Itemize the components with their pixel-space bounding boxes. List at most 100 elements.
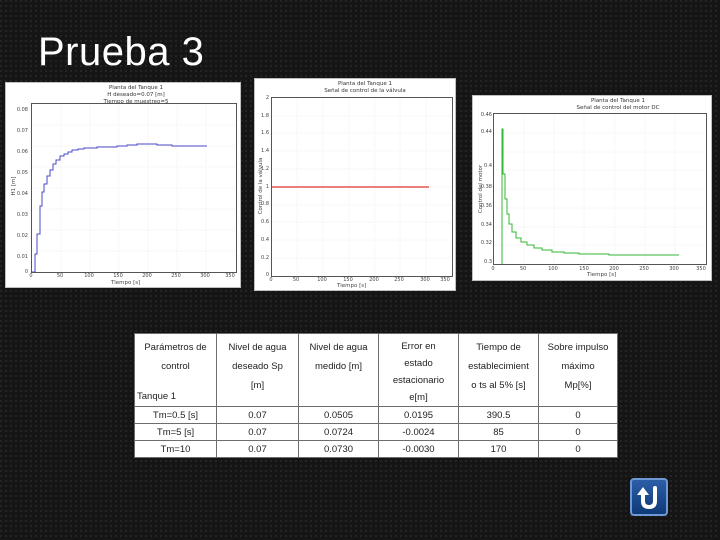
y-tick-label: 2	[265, 95, 269, 101]
y-tick-label: 0.6	[261, 219, 269, 225]
table-cell: Tm=0.5 [s]	[134, 406, 217, 424]
plot-title-line: H deseado=0.07 [m]	[107, 92, 165, 98]
table-cell: 0.0505	[298, 406, 379, 424]
y-tick-label: 0.3	[484, 259, 492, 265]
x-tick-label: 100	[84, 273, 94, 279]
y-axis-label: H1 [m]	[11, 176, 17, 196]
y-tick-label: 1.2	[261, 166, 269, 172]
header-line: Nivel de agua	[309, 342, 368, 353]
plot-valve-control: Planta del Tanque 1 Señal de control de …	[254, 78, 456, 291]
x-tick-label: 350	[696, 266, 706, 272]
table-cell: 0	[538, 406, 618, 424]
header-line: Tiempo de	[476, 342, 521, 353]
table-cell: 0	[538, 423, 618, 441]
header-line: Parámetros de	[144, 342, 207, 353]
table-cell: 0.07	[216, 423, 299, 441]
x-tick-label: 300	[200, 273, 210, 279]
header-line: e[m]	[409, 392, 428, 403]
x-tick-label: 300	[420, 277, 430, 283]
y-tick-label: 0.08	[16, 107, 28, 113]
table-row: Tm=10 0.07 0.0730 -0.0030 170 0	[134, 440, 618, 458]
y-tick-label: 0.4	[484, 163, 492, 169]
x-tick-label: 0	[29, 273, 33, 279]
y-tick-label: 1.6	[261, 130, 269, 136]
header-line: estacionario	[392, 375, 445, 386]
table-cell: 170	[458, 440, 539, 458]
x-axis-label: Tiempo [s]	[337, 283, 367, 289]
table-cell: 0.0724	[298, 423, 379, 441]
header-line: [m]	[250, 380, 265, 391]
table-cell: 0.07	[216, 406, 299, 424]
y-tick-label: 0.07	[16, 128, 28, 134]
plot-lines	[32, 104, 236, 272]
y-tick-label: 0	[265, 272, 269, 278]
plot-title-line: Planta del Tanque 1	[108, 85, 164, 91]
y-tick-label: 0.06	[16, 149, 28, 155]
x-tick-label: 0	[269, 277, 273, 283]
plot-axes	[31, 103, 237, 273]
header-line: Tanque 1	[137, 391, 177, 402]
plot-axes	[271, 97, 453, 277]
header-line: Sobre impulso	[547, 342, 609, 353]
table-row: Tm=5 [s] 0.07 0.0724 -0.0024 85 0	[134, 423, 618, 441]
y-tick-label: 0.36	[480, 203, 492, 209]
table-cell: Tm=10	[134, 440, 217, 458]
x-tick-label: 250	[639, 266, 649, 272]
table-row: Tm=0.5 [s] 0.07 0.0505 0.0195 390.5 0	[134, 406, 618, 424]
header-line: estado	[404, 358, 433, 369]
x-tick-label: 50	[519, 266, 527, 272]
header-parametros: Parámetros de control Tanque 1	[134, 333, 217, 407]
header-nivel-deseado: Nivel de agua deseado Sp [m]	[216, 333, 299, 407]
results-table: Parámetros de control Tanque 1 Nivel de …	[134, 333, 618, 458]
table-cell: 0.0195	[378, 406, 459, 424]
plot-lines	[494, 114, 706, 264]
x-tick-label: 100	[548, 266, 558, 272]
header-nivel-medido: Nivel de agua medido [m]	[298, 333, 379, 407]
table-cell: 0	[538, 440, 618, 458]
x-tick-label: 50	[292, 277, 300, 283]
x-tick-label: 50	[56, 273, 64, 279]
plot-title: Planta del Tanque 1 H deseado=0.07 [m] T…	[46, 85, 226, 106]
header-line: Error en	[401, 341, 436, 352]
y-tick-label: 0.34	[480, 222, 492, 228]
back-button[interactable]	[630, 478, 668, 516]
x-tick-label: 150	[113, 273, 123, 279]
table-cell: -0.0024	[378, 423, 459, 441]
header-line: Nivel de agua	[228, 342, 287, 353]
plot-axes	[493, 113, 707, 265]
header-line: control	[161, 361, 190, 372]
y-tick-label: 0.03	[16, 212, 28, 218]
table-cell: Tm=5 [s]	[134, 423, 217, 441]
y-axis-label: Control de la válvula	[258, 157, 264, 215]
table-cell: 0.0730	[298, 440, 379, 458]
y-axis-label: Control del motor	[478, 164, 484, 214]
x-tick-label: 100	[317, 277, 327, 283]
header-error: Error en estado estacionario e[m]	[378, 333, 459, 407]
x-tick-label: 150	[343, 277, 353, 283]
y-tick-label: 1.4	[261, 148, 269, 154]
plot-title-line: Planta del Tanque 1	[590, 98, 646, 104]
x-tick-label: 200	[142, 273, 152, 279]
table-cell: 85	[458, 423, 539, 441]
y-tick-label: 0.2	[261, 255, 269, 261]
x-tick-label: 250	[171, 273, 181, 279]
x-tick-label: 350	[225, 273, 235, 279]
slide-title: Prueba 3	[38, 30, 205, 74]
header-line: máximo	[561, 361, 595, 372]
y-tick-label: 0.01	[16, 254, 28, 260]
plot-motor-control: Planta del Tanque 1 Señal de control del…	[472, 95, 712, 281]
table-cell: -0.0030	[378, 440, 459, 458]
plot-title-line: Tiempo de muestreo=5	[103, 99, 169, 105]
y-tick-label: 0.8	[261, 201, 269, 207]
header-sobreimpulso: Sobre impulso máximo Mp[%]	[538, 333, 618, 407]
plot-title: Planta del Tanque 1 Señal de control del…	[533, 98, 703, 112]
header-line: medido [m]	[315, 361, 362, 372]
y-tick-label: 1.8	[261, 113, 269, 119]
y-tick-label: 0.46	[480, 112, 492, 118]
x-tick-label: 200	[369, 277, 379, 283]
x-tick-label: 250	[394, 277, 404, 283]
plot-lines	[272, 98, 452, 276]
x-tick-label: 0	[491, 266, 495, 272]
x-tick-label: 300	[669, 266, 679, 272]
x-axis-label: Tiempo [s]	[111, 280, 141, 286]
